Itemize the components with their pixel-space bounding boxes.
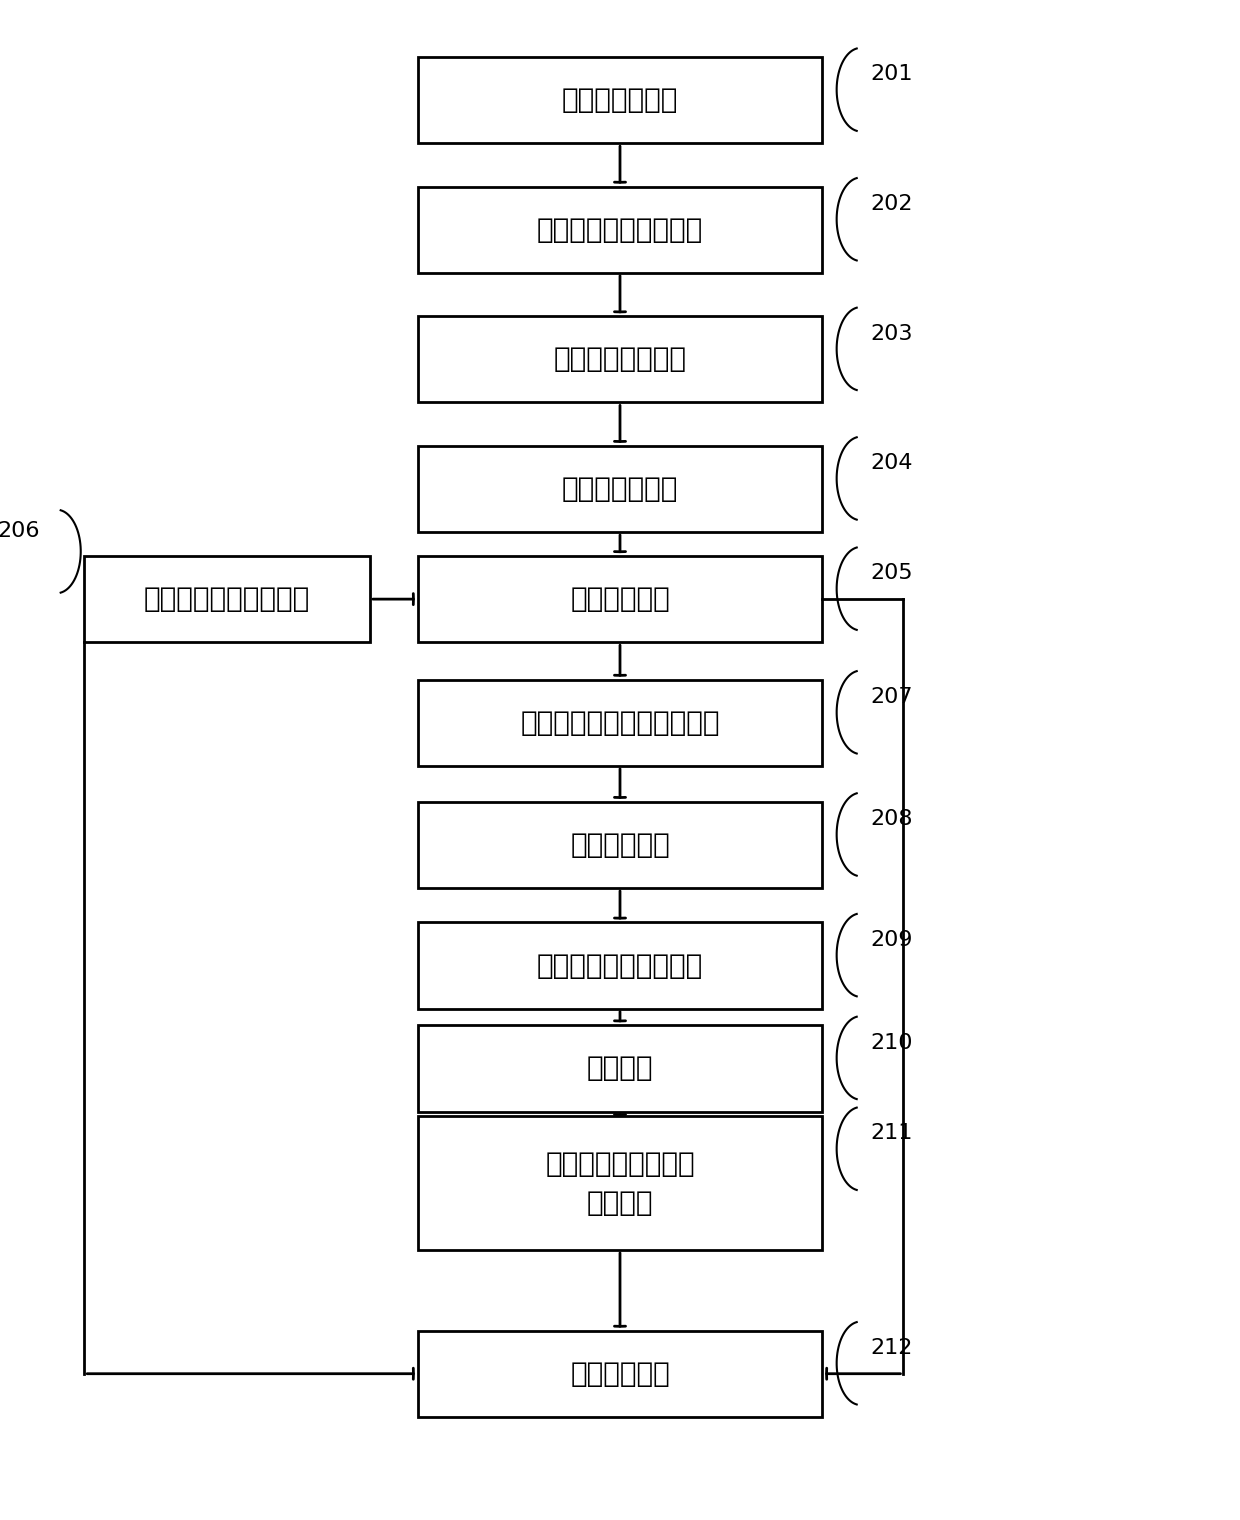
Text: 最优特征向量确定模块: 最优特征向量确定模块	[144, 585, 310, 613]
Bar	[418, 1330, 822, 1417]
Text: 208: 208	[870, 809, 913, 828]
Bar	[418, 679, 822, 766]
Text: 201: 201	[870, 64, 913, 84]
Text: 第三判断模块: 第三判断模块	[570, 1360, 670, 1388]
Bar	[418, 187, 822, 274]
Bar	[418, 801, 822, 888]
Bar	[418, 316, 822, 403]
Bar	[84, 556, 370, 643]
Text: 第二判断模块: 第二判断模块	[570, 831, 670, 859]
Bar	[418, 1116, 822, 1249]
Text: 传播处理后适应度计算模块: 传播处理后适应度计算模块	[521, 708, 719, 737]
Bar	[418, 445, 822, 532]
Text: 第一判断模块: 第一判断模块	[570, 585, 670, 613]
Text: 205: 205	[870, 564, 913, 584]
Text: 206: 206	[0, 521, 40, 541]
Text: 神经网络权值获取模块: 神经网络权值获取模块	[537, 216, 703, 243]
Text: 训练集获取模块: 训练集获取模块	[562, 87, 678, 114]
Text: 210: 210	[870, 1032, 913, 1052]
Text: 209: 209	[870, 930, 913, 950]
Text: 适应度计算模块: 适应度计算模块	[562, 474, 678, 503]
Bar	[418, 556, 822, 643]
Text: 更新后最优多维水波
确定模块: 更新后最优多维水波 确定模块	[546, 1149, 694, 1216]
Text: 204: 204	[870, 453, 913, 473]
Text: 更新模块: 更新模块	[587, 1055, 653, 1082]
Text: 202: 202	[870, 195, 913, 214]
Text: 211: 211	[870, 1123, 913, 1143]
Bar	[418, 56, 822, 143]
Text: 207: 207	[870, 687, 913, 707]
Text: 第二判断结果处理模块: 第二判断结果处理模块	[537, 952, 703, 979]
Text: 212: 212	[870, 1338, 913, 1357]
Bar	[418, 923, 822, 1009]
Bar	[418, 1024, 822, 1111]
Text: 水波群初始化模块: 水波群初始化模块	[553, 345, 687, 374]
Text: 203: 203	[870, 324, 913, 344]
